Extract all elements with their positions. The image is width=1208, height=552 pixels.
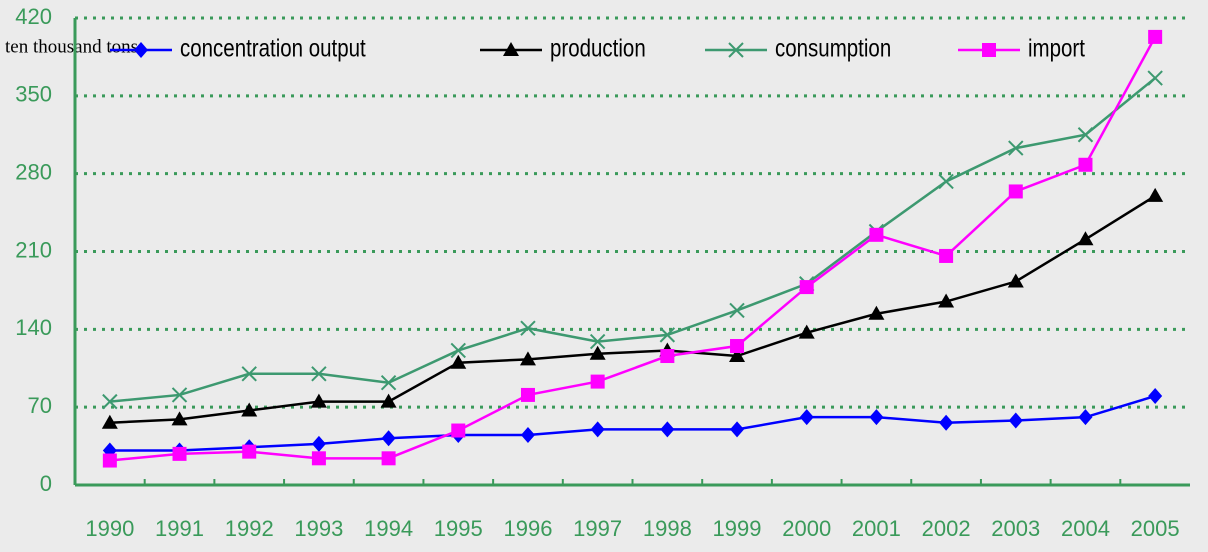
x-tick-label: 1994 bbox=[364, 516, 413, 541]
marker bbox=[939, 414, 954, 431]
legend-marker bbox=[503, 42, 519, 56]
y-tick-label: 0 bbox=[40, 471, 52, 496]
marker bbox=[1077, 127, 1094, 143]
marker bbox=[380, 393, 397, 408]
x-tick-label: 2000 bbox=[782, 516, 831, 541]
marker bbox=[938, 173, 954, 190]
y-tick-label: 140 bbox=[15, 315, 52, 340]
marker bbox=[311, 451, 326, 466]
legend-label: concentration output bbox=[180, 34, 366, 62]
x-tick-label: 2003 bbox=[991, 516, 1040, 541]
marker bbox=[241, 402, 258, 417]
marker bbox=[172, 446, 187, 461]
marker bbox=[730, 421, 745, 438]
marker bbox=[520, 320, 536, 336]
marker bbox=[380, 374, 397, 391]
marker bbox=[1148, 388, 1163, 405]
marker bbox=[1147, 187, 1164, 202]
legend-label: consumption bbox=[775, 34, 891, 62]
legend-label: production bbox=[550, 34, 646, 62]
marker bbox=[171, 411, 188, 426]
marker bbox=[660, 421, 675, 438]
marker bbox=[589, 333, 606, 350]
x-tick-label: 2002 bbox=[922, 516, 971, 541]
series-line bbox=[109, 394, 1156, 452]
x-tick-label: 1998 bbox=[643, 516, 692, 541]
marker bbox=[242, 444, 257, 459]
marker bbox=[241, 366, 257, 382]
legend-marker bbox=[982, 43, 996, 57]
y-axis-label: ten thousand tons bbox=[5, 36, 138, 57]
marker bbox=[1078, 409, 1093, 426]
x-tick-label: 1991 bbox=[155, 516, 204, 541]
marker bbox=[102, 393, 118, 410]
y-tick-label: 70 bbox=[28, 393, 52, 418]
marker bbox=[730, 339, 745, 354]
x-tick-label: 2004 bbox=[1061, 516, 1110, 541]
marker bbox=[451, 423, 466, 438]
marker bbox=[1008, 140, 1024, 156]
marker bbox=[520, 426, 535, 443]
marker bbox=[869, 227, 884, 242]
marker bbox=[1148, 29, 1163, 44]
marker bbox=[1078, 157, 1093, 172]
legend-label: import bbox=[1028, 34, 1086, 62]
marker bbox=[938, 293, 955, 308]
marker bbox=[381, 451, 396, 466]
marker bbox=[729, 302, 745, 319]
marker bbox=[798, 324, 815, 339]
marker bbox=[1007, 273, 1024, 288]
marker bbox=[868, 305, 885, 320]
marker bbox=[939, 248, 954, 263]
marker bbox=[311, 435, 326, 452]
y-tick-label: 210 bbox=[15, 237, 52, 262]
marker bbox=[589, 345, 606, 360]
marker bbox=[311, 366, 327, 382]
x-tick-label: 2005 bbox=[1131, 516, 1180, 541]
x-tick-label: 1999 bbox=[713, 516, 762, 541]
marker bbox=[450, 342, 466, 359]
legend-item: consumption bbox=[705, 34, 891, 62]
series-line bbox=[109, 36, 1157, 462]
legend-marker bbox=[728, 42, 744, 58]
marker bbox=[1008, 412, 1023, 429]
marker bbox=[1008, 184, 1023, 199]
legend-item: concentration output bbox=[110, 34, 366, 62]
marker bbox=[381, 430, 396, 447]
marker bbox=[799, 280, 814, 295]
series-line bbox=[109, 194, 1156, 424]
x-tick-label: 1996 bbox=[503, 516, 552, 541]
marker bbox=[1077, 231, 1094, 246]
series-line bbox=[109, 77, 1156, 403]
legend-item: import bbox=[958, 34, 1086, 62]
marker bbox=[659, 327, 676, 343]
marker bbox=[101, 414, 118, 429]
marker bbox=[729, 348, 746, 363]
y-tick-label: 350 bbox=[15, 82, 52, 107]
y-tick-label: 420 bbox=[15, 4, 52, 29]
marker bbox=[869, 409, 884, 426]
x-tick-label: 2001 bbox=[852, 516, 901, 541]
marker bbox=[171, 387, 188, 403]
marker bbox=[520, 387, 535, 402]
marker bbox=[590, 421, 605, 438]
x-tick-label: 1995 bbox=[434, 516, 483, 541]
y-tick-label: 280 bbox=[15, 159, 52, 184]
marker bbox=[660, 349, 675, 364]
marker bbox=[799, 409, 814, 426]
x-tick-label: 1990 bbox=[85, 516, 134, 541]
x-tick-label: 1997 bbox=[573, 516, 622, 541]
legend-marker bbox=[134, 42, 148, 58]
x-tick-label: 1993 bbox=[294, 516, 343, 541]
x-tick-label: 1992 bbox=[225, 516, 274, 541]
marker bbox=[590, 374, 605, 389]
marker bbox=[102, 453, 117, 468]
marker bbox=[519, 351, 536, 366]
marker bbox=[1147, 70, 1163, 86]
marker bbox=[450, 354, 467, 369]
legend-item: production bbox=[480, 34, 646, 62]
marker bbox=[310, 393, 327, 408]
